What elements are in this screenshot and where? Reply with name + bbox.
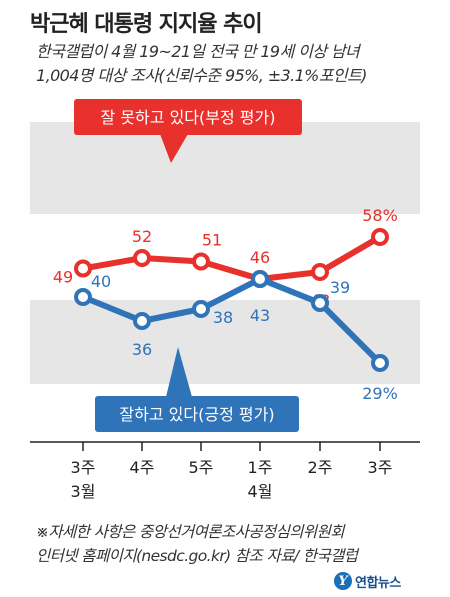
data-label-positive: 40 (91, 272, 111, 291)
data-point-positive (311, 294, 329, 312)
data-point-negative (311, 263, 329, 281)
data-point-positive (192, 300, 210, 318)
legend-callout-negative: 잘 못하고 있다(부정 평가) (74, 99, 302, 163)
footnote-line-2: 인터넷 홈페이지(nesdc.go.kr) 참조 자료/ 한국갤럽 (36, 547, 358, 565)
x-tick-label-week: 3주 (71, 458, 96, 477)
data-point-positive (371, 354, 389, 372)
x-tick-label-month: 4월 (248, 482, 273, 501)
x-tick-label-month: 3월 (71, 482, 96, 501)
x-tick-label-week: 4주 (130, 458, 155, 477)
footnote-line-1: ※자세한 사항은 중앙선거여론조사공정심의위원회 (36, 523, 345, 541)
data-point-negative (133, 249, 151, 267)
survey-description-line-1: 한국갤럽이 4월 19~21일 전국 만 19세 이상 남녀 (36, 42, 360, 61)
legend-callout-positive-label: 잘하고 있다(긍정 평가) (119, 405, 274, 424)
yonhap-logo-icon: Y (334, 572, 352, 590)
legend-callout-positive-pointer (166, 347, 192, 397)
legend-callout-negative-label: 잘 못하고 있다(부정 평가) (101, 108, 276, 127)
yonhap-logo-text: 연합뉴스 (355, 575, 401, 591)
survey-description-line-2: 1,004명 대상 조사(신뢰수준 95%, ±3.1%포인트) (36, 66, 367, 85)
legend-callout-negative-box (74, 99, 302, 135)
x-tick-label-week: 1주 (248, 458, 273, 477)
data-label-negative: 58% (362, 206, 398, 225)
chart-title: 박근혜 대통령 지지율 추이 (30, 12, 263, 37)
data-label-positive: 39 (330, 278, 350, 297)
data-point-negative (192, 252, 210, 271)
grid-band-upper (30, 122, 420, 214)
data-point-positive (133, 312, 151, 330)
data-point-positive (251, 270, 269, 288)
data-label-negative: 49 (53, 268, 73, 287)
legend-callout-positive: 잘하고 있다(긍정 평가) (95, 347, 299, 432)
data-label-positive: 36 (132, 340, 152, 359)
x-tick-label-week: 3주 (368, 458, 393, 477)
series-line-positive (80, 276, 383, 366)
x-tick-label-week: 2주 (308, 458, 333, 477)
data-point-negative (371, 228, 389, 246)
x-tick-label-week: 5주 (189, 458, 214, 477)
data-point-negative (74, 259, 92, 278)
data-label-negative: 51 (202, 231, 222, 250)
data-label-negative: 52 (132, 227, 152, 246)
data-label-positive: 29% (362, 384, 398, 403)
data-point-positive (74, 288, 92, 306)
data-label-positive: 38 (213, 308, 233, 327)
legend-callout-negative-pointer (160, 134, 188, 163)
yonhap-logo: Y 연합뉴스 (334, 570, 401, 592)
legend-callout-positive-box (95, 396, 299, 432)
data-label-negative: 46 (250, 248, 270, 267)
series-line-negative (80, 234, 383, 282)
data-label-positive: 43 (250, 306, 270, 325)
